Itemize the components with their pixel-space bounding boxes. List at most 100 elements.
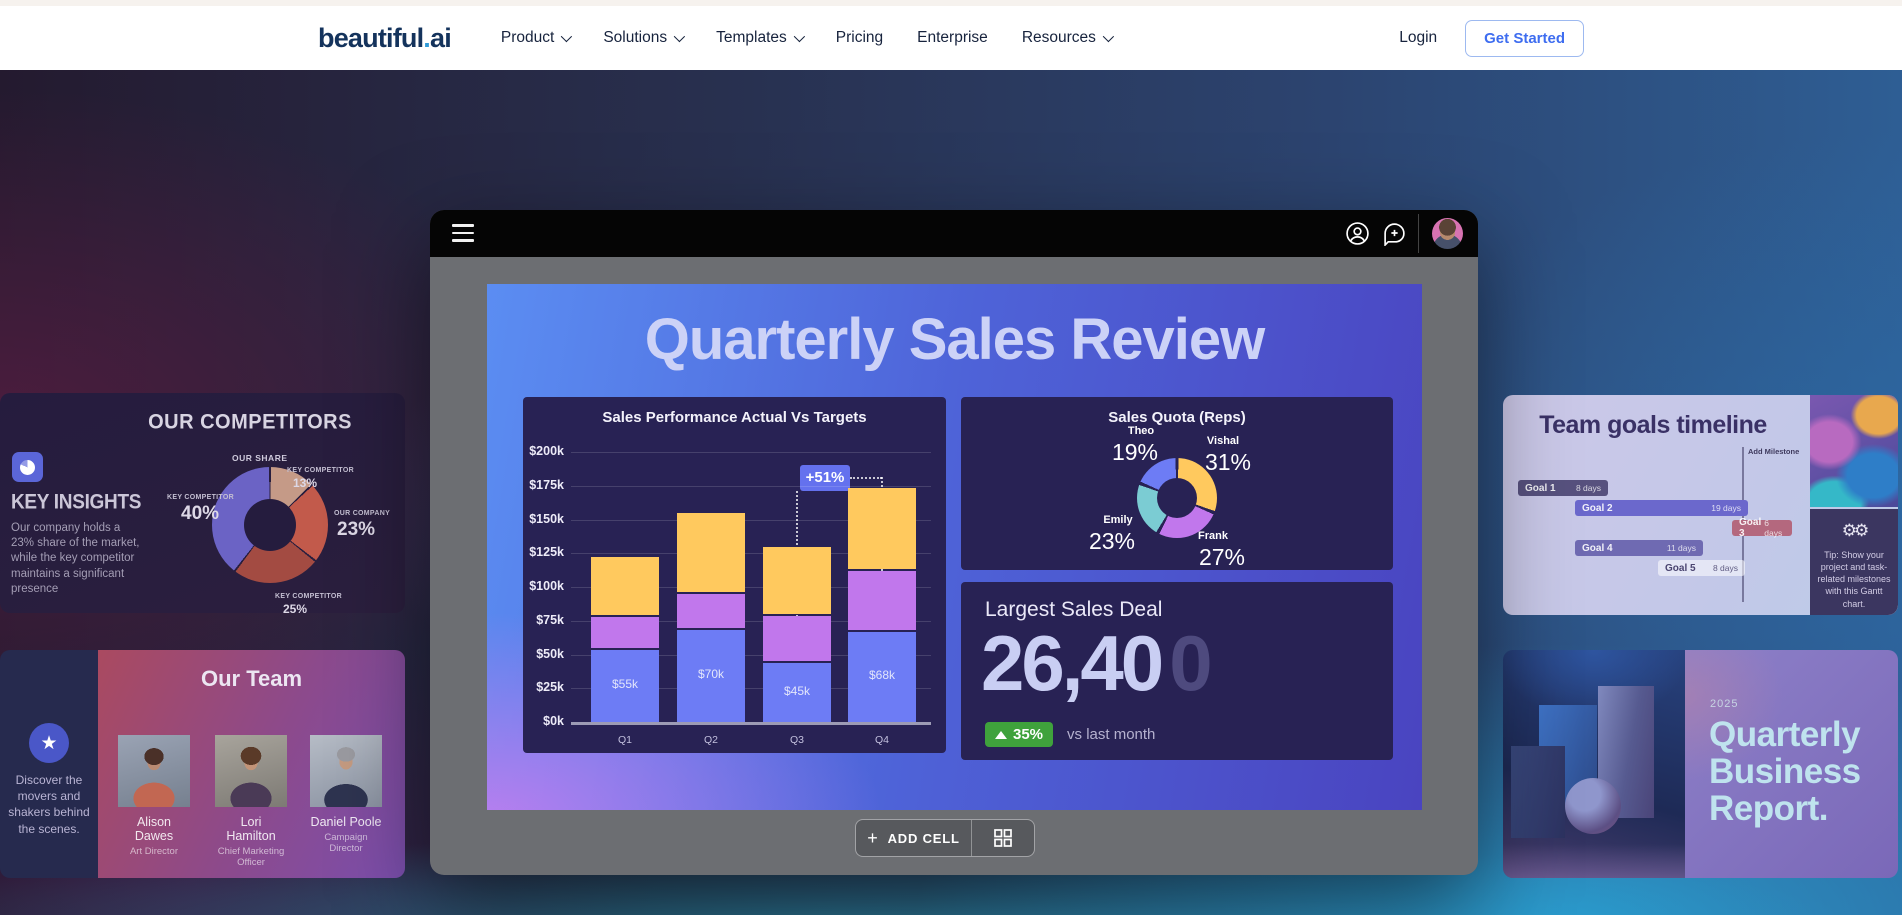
bar-segment xyxy=(591,617,659,648)
bar-segment xyxy=(848,632,916,722)
gantt-duration: 8 days xyxy=(1575,483,1601,493)
key-insights-body: Our company holds a 23% share of the mar… xyxy=(11,522,140,595)
get-started-button[interactable]: Get Started xyxy=(1465,19,1584,57)
3d-sphere xyxy=(1565,778,1621,834)
nav-item-product[interactable]: Product xyxy=(500,29,573,47)
slice-label: Theo xyxy=(1127,425,1155,437)
slice-pct: 31% xyxy=(1204,449,1252,475)
gantt-bar: Goal 4 11 days xyxy=(1575,540,1703,556)
chevron-down-icon xyxy=(793,30,805,43)
slice-label: Frank xyxy=(1198,530,1228,542)
template-card-timeline[interactable]: Team goals timeline Add Milestone Goal 1… xyxy=(1503,395,1898,615)
donut-chart-panel: Sales Quota (Reps) Theo 19% Vishal 31% E… xyxy=(961,397,1393,570)
report-title-line: Quarterly xyxy=(1709,715,1861,754)
user-avatar[interactable] xyxy=(1432,218,1463,249)
logo-text: beautiful xyxy=(318,22,424,53)
nav-label: Product xyxy=(500,29,555,46)
comment-add-icon[interactable] xyxy=(1382,221,1407,247)
key-insights-heading: KEY INSIGHTS xyxy=(11,491,142,515)
bar-segment xyxy=(591,649,659,722)
nav-item-solutions[interactable]: Solutions xyxy=(603,29,686,47)
slice-label: OUR COMPANY xyxy=(334,510,391,517)
plus-icon: + xyxy=(867,828,879,848)
hero-background: OUR COMPETITORS KEY INSIGHTS Our company… xyxy=(0,70,1902,915)
gridline xyxy=(571,587,931,588)
kpi-title: Largest Sales Deal xyxy=(985,598,1163,621)
slice-pct: 23% xyxy=(1088,528,1136,554)
template-card-team[interactable]: ★ Discover the movers and shakers behind… xyxy=(0,650,405,878)
bar-segment xyxy=(677,594,745,628)
bar-chart-panel: Sales Performance Actual Vs Targets +51%… xyxy=(523,397,946,753)
abstract-swirl-image xyxy=(1810,395,1898,507)
delta-value: 35% xyxy=(1013,726,1044,743)
slide-canvas[interactable]: Quarterly Sales Review Sales Performance… xyxy=(487,284,1422,810)
slice-pct: 27% xyxy=(1198,544,1246,570)
x-axis-label: Q3 xyxy=(789,734,804,746)
team-member: Daniel Poole Campaign Director xyxy=(310,735,382,854)
bar-value-label: $55k xyxy=(611,676,639,691)
nav-label: Templates xyxy=(716,29,787,46)
chevron-down-icon xyxy=(673,30,686,43)
top-navigation: beautiful.ai Product Solutions Templates… xyxy=(0,0,1902,70)
slide-title: Quarterly Sales Review xyxy=(644,307,1266,372)
member-photo xyxy=(215,735,287,807)
stacked-bar xyxy=(848,452,916,722)
account-icon[interactable] xyxy=(1345,221,1370,246)
timeline-title: Team goals timeline xyxy=(1539,411,1767,439)
grid-icon xyxy=(994,829,1012,847)
nav-item-pricing[interactable]: Pricing xyxy=(836,29,883,47)
gridline xyxy=(571,654,931,656)
bar-segment xyxy=(763,616,831,662)
delta-badge: 35% xyxy=(985,722,1054,747)
bar-value-label: $68k xyxy=(868,668,896,683)
slice-pct: 40% xyxy=(181,503,220,524)
bar-segment xyxy=(848,487,916,570)
template-card-report[interactable]: 2025 Quarterly Business Report. xyxy=(1503,650,1898,878)
stacked-bar xyxy=(677,452,745,722)
x-axis-label: Q2 xyxy=(703,734,718,746)
bar-chart-title: Sales Performance Actual Vs Targets xyxy=(602,409,867,426)
y-axis-tick: $200k xyxy=(529,444,564,458)
milestone-label: Add Milestone xyxy=(1748,447,1800,456)
bar-value-label: $45k xyxy=(783,683,811,698)
nav-label: Enterprise xyxy=(917,29,988,46)
member-name: Lori Hamilton xyxy=(226,815,276,843)
gantt-duration: 8 days xyxy=(1712,563,1738,573)
logo-dot: . xyxy=(423,22,430,53)
bar-value-label: $70k xyxy=(697,666,725,681)
nav-item-resources[interactable]: Resources xyxy=(1021,29,1114,47)
gantt-duration: 19 days xyxy=(1711,503,1741,513)
tip-panel: ⚙⚙ Tip: Show your project and task-relat… xyxy=(1810,509,1898,615)
gantt-duration: 6 days xyxy=(1764,518,1783,538)
slice-pct: 23% xyxy=(337,519,376,540)
nav-label: Resources xyxy=(1021,29,1096,46)
beautiful-ai-logo[interactable]: beautiful.ai xyxy=(318,22,452,54)
annotation-badge: +51% xyxy=(800,465,850,491)
gantt-label: Goal 5 xyxy=(1665,562,1696,574)
gantt-label: Goal 3 xyxy=(1739,517,1762,539)
gridline xyxy=(571,688,931,690)
y-axis-tick: $150k xyxy=(529,511,564,526)
y-axis-tick: $175k xyxy=(529,477,564,492)
template-card-competitors[interactable]: OUR COMPETITORS KEY INSIGHTS Our company… xyxy=(0,393,405,613)
slice-pct: 25% xyxy=(283,602,308,613)
hamburger-menu-icon[interactable] xyxy=(452,224,474,242)
member-photo xyxy=(118,735,190,807)
report-3d-image xyxy=(1503,650,1685,878)
add-cell-button[interactable]: + ADD CELL xyxy=(856,820,972,856)
report-year: 2025 xyxy=(1710,698,1739,710)
gridline xyxy=(571,485,931,487)
layout-grid-button[interactable] xyxy=(972,820,1034,856)
team-member: Lori Hamilton Chief Marketing Officer xyxy=(215,735,287,868)
nav-item-enterprise[interactable]: Enterprise xyxy=(917,29,988,47)
gantt-bar: Goal 5 8 days xyxy=(1658,560,1745,576)
report-title-line: Business xyxy=(1709,752,1861,792)
nav-item-templates[interactable]: Templates xyxy=(716,29,805,47)
gridline xyxy=(571,620,931,622)
kpi-panel: Largest Sales Deal 26,40 0 35% vs last mo… xyxy=(961,582,1393,760)
slice-label: KEY COMPETITOR xyxy=(275,593,342,600)
report-text-area: 2025 Quarterly Business Report. xyxy=(1685,650,1898,878)
login-link[interactable]: Login xyxy=(1399,29,1438,46)
bar-chart-plot: +51% $200k $175k $150k $125k $100k $75k $50k $2… xyxy=(529,444,931,746)
gantt-label: Goal 2 xyxy=(1582,502,1613,514)
